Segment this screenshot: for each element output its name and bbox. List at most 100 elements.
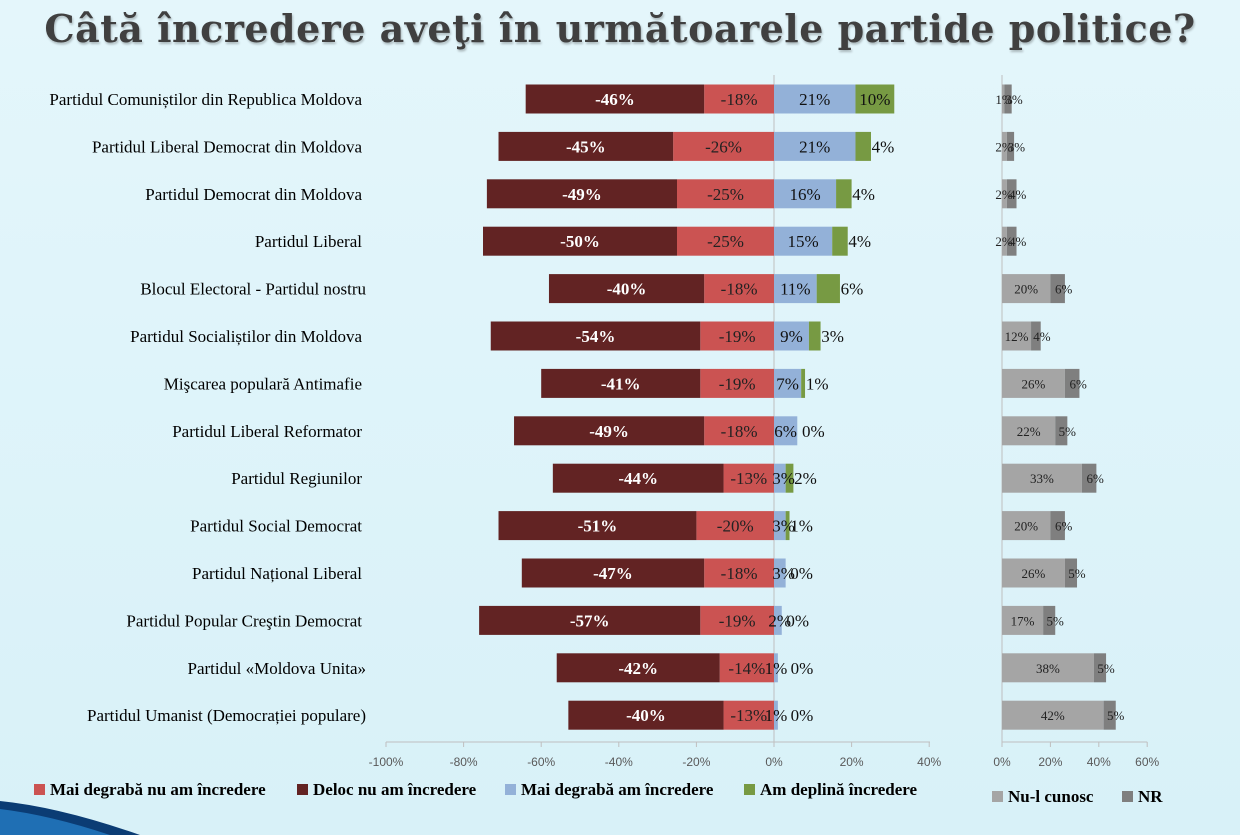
data-label-mai-degraba-nu: -19% xyxy=(719,611,756,630)
data-label-mai-degraba-da: 2% xyxy=(768,611,791,630)
data-label-deloc-nu: -47% xyxy=(593,564,633,583)
data-label-mai-degraba-da: 21% xyxy=(799,137,830,156)
bar-deloc-nu xyxy=(525,84,705,114)
legend-label: Mai degrabă nu am încredere xyxy=(50,780,266,799)
data-label-deloc-nu: -46% xyxy=(595,90,635,109)
bar-nr xyxy=(1043,605,1056,635)
data-label-nu-cunosc: 2% xyxy=(995,234,1013,249)
bar-mai-degraba-nu xyxy=(704,558,774,588)
bar-mai-degraba-da xyxy=(774,131,856,161)
data-label-deplina: 3% xyxy=(821,327,844,346)
data-label-mai-degraba-nu: -18% xyxy=(721,422,758,441)
legend-swatch xyxy=(1122,791,1133,802)
category-label: Partidul Socialiștilor din Moldova xyxy=(130,327,362,346)
data-label-mai-degraba-nu: -26% xyxy=(705,137,742,156)
data-label-nr: 5% xyxy=(1097,661,1115,676)
bar-nu-cunosc xyxy=(1002,463,1082,493)
data-label-mai-degraba-nu: -18% xyxy=(721,564,758,583)
data-label-deloc-nu: -49% xyxy=(589,422,629,441)
bar-deloc-nu xyxy=(521,558,705,588)
bar-mai-degraba-nu xyxy=(704,274,774,304)
bar-deplina xyxy=(816,274,840,304)
bar-nr xyxy=(1031,321,1041,351)
data-label-deloc-nu: -57% xyxy=(570,611,610,630)
data-label-nu-cunosc: 20% xyxy=(1014,282,1038,297)
bar-nu-cunosc xyxy=(1002,321,1032,351)
bar-nr xyxy=(1081,463,1097,493)
decorative-swoosh xyxy=(0,801,140,835)
main-tick-label: -20% xyxy=(682,755,710,769)
data-label-nr: 4% xyxy=(1009,234,1027,249)
data-label-deplina: 4% xyxy=(852,185,875,204)
data-label-deloc-nu: -54% xyxy=(576,327,616,346)
bar-deloc-nu xyxy=(556,653,720,683)
bar-deplina xyxy=(832,226,848,256)
bar-deplina xyxy=(855,84,895,114)
category-label: Partidul Liberal xyxy=(255,232,362,251)
data-label-nr: 5% xyxy=(1059,424,1077,439)
data-label-nu-cunosc: 1% xyxy=(995,92,1013,107)
category-label: Mişcarea populară Antimafie xyxy=(164,374,362,393)
data-label-deplina: 0% xyxy=(791,706,814,725)
page-title: Câtă încredere aveţi în următoarele part… xyxy=(44,6,1196,51)
data-label-nu-cunosc: 22% xyxy=(1017,424,1041,439)
bar-deplina xyxy=(836,179,852,209)
bar-mai-degraba-da xyxy=(774,558,786,588)
data-label-mai-degraba-nu: -20% xyxy=(717,517,754,536)
data-label-nr: 6% xyxy=(1070,376,1088,391)
bar-nu-cunosc xyxy=(1002,131,1007,161)
legend-label: Deloc nu am încredere xyxy=(313,780,477,799)
bar-nu-cunosc xyxy=(1002,605,1044,635)
data-label-deplina: 0% xyxy=(790,564,813,583)
data-label-nr: 5% xyxy=(1068,566,1086,581)
bar-nr xyxy=(1064,558,1078,588)
data-label-nr: 6% xyxy=(1055,282,1073,297)
data-label-nr: 3% xyxy=(1005,92,1023,107)
bar-nu-cunosc xyxy=(1002,511,1051,541)
data-label-nr: 6% xyxy=(1055,519,1073,534)
bar-nu-cunosc xyxy=(1002,84,1005,114)
bar-mai-degraba-nu xyxy=(700,605,774,635)
bar-mai-degraba-da xyxy=(774,274,817,304)
bar-nu-cunosc xyxy=(1002,416,1056,446)
data-label-deloc-nu: -42% xyxy=(618,659,658,678)
data-label-deloc-nu: -50% xyxy=(560,232,600,251)
bar-deloc-nu xyxy=(483,226,677,256)
data-label-deplina: 10% xyxy=(859,90,890,109)
data-label-mai-degraba-nu: -19% xyxy=(719,374,756,393)
data-label-mai-degraba-da: 9% xyxy=(780,327,803,346)
bar-nu-cunosc xyxy=(1002,274,1051,304)
legend-swatch xyxy=(34,784,45,795)
bar-mai-degraba-nu xyxy=(696,511,774,541)
bar-deloc-nu xyxy=(552,463,724,493)
data-label-deplina: 2% xyxy=(794,469,817,488)
category-label: Partidul Comuniștilor din Republica Mold… xyxy=(49,90,362,109)
data-label-deplina: 1% xyxy=(790,517,813,536)
data-label-mai-degraba-nu: -25% xyxy=(707,232,744,251)
category-label: Partidul Regiunilor xyxy=(231,469,362,488)
data-label-deplina: 4% xyxy=(848,232,871,251)
bar-mai-degraba-da xyxy=(774,179,837,209)
main-tick-label: -40% xyxy=(605,755,633,769)
data-label-mai-degraba-nu: -19% xyxy=(719,327,756,346)
bar-mai-degraba-da xyxy=(774,653,778,683)
data-label-nu-cunosc: 17% xyxy=(1011,613,1035,628)
data-label-nu-cunosc: 12% xyxy=(1005,329,1029,344)
data-label-deloc-nu: -41% xyxy=(601,374,641,393)
data-label-mai-degraba-da: 3% xyxy=(772,564,795,583)
data-label-nr: 4% xyxy=(1009,187,1027,202)
category-label: Partidul Liberal Democrat din Moldova xyxy=(92,137,362,156)
main-tick-label: 40% xyxy=(917,755,941,769)
data-label-deloc-nu: -49% xyxy=(562,185,602,204)
legend-label: Nu-l cunosc xyxy=(1008,787,1094,806)
data-label-mai-degraba-da: 15% xyxy=(788,232,819,251)
legend-label: NR xyxy=(1138,787,1163,806)
bar-nr xyxy=(1050,511,1065,541)
data-label-mai-degraba-da: 16% xyxy=(789,185,820,204)
data-label-deloc-nu: -40% xyxy=(626,706,666,725)
data-label-mai-degraba-nu: -14% xyxy=(728,659,765,678)
main-tick-label: -100% xyxy=(369,755,404,769)
legend-swatch xyxy=(744,784,755,795)
data-label-nu-cunosc: 2% xyxy=(995,139,1013,154)
bar-mai-degraba-nu xyxy=(700,321,774,351)
